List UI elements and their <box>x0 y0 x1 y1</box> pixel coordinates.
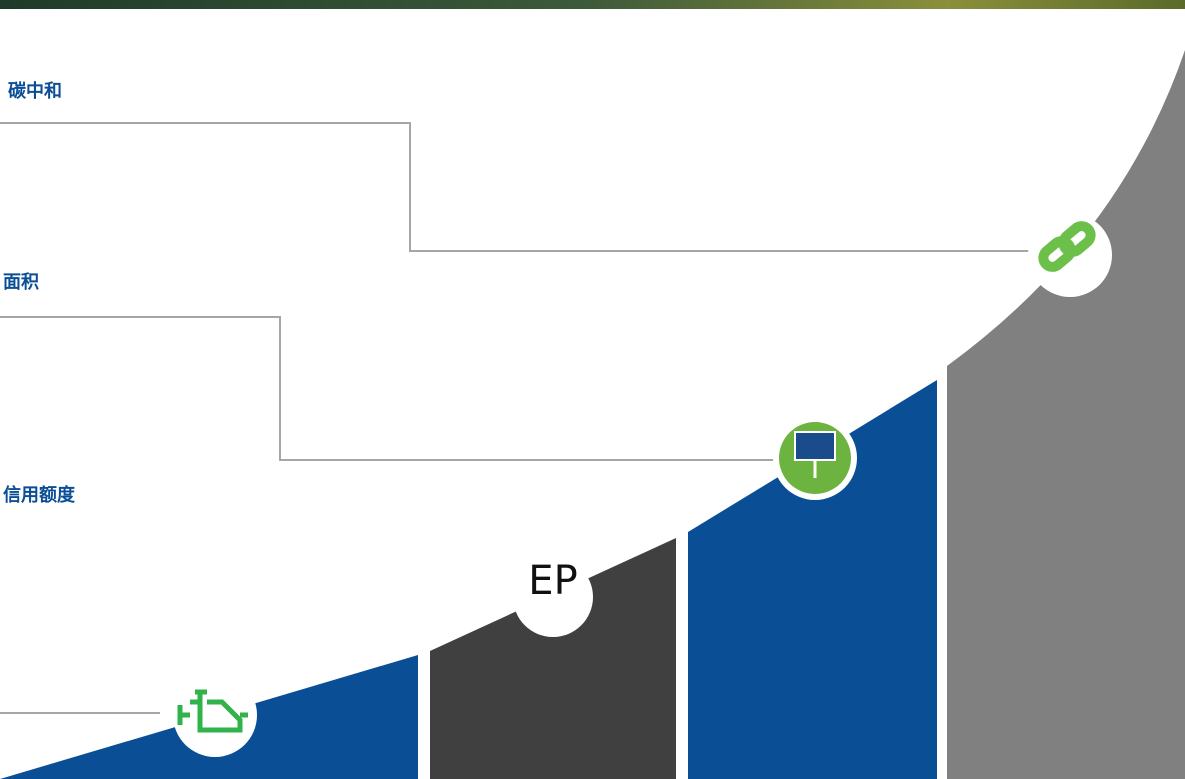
page: EP 碳中和 面积 信用额度 (() => { const data = JSO… <box>0 0 1185 779</box>
solar-panel <box>795 432 835 460</box>
label: 面积 <box>3 272 39 293</box>
photo-strip <box>0 0 1185 9</box>
ep-label: EP <box>528 558 577 604</box>
slide: EP 碳中和 面积 信用额度 <box>0 0 1185 779</box>
label: 信用额度 <box>3 484 76 506</box>
label: 碳中和 <box>8 80 62 102</box>
column <box>947 50 1185 779</box>
